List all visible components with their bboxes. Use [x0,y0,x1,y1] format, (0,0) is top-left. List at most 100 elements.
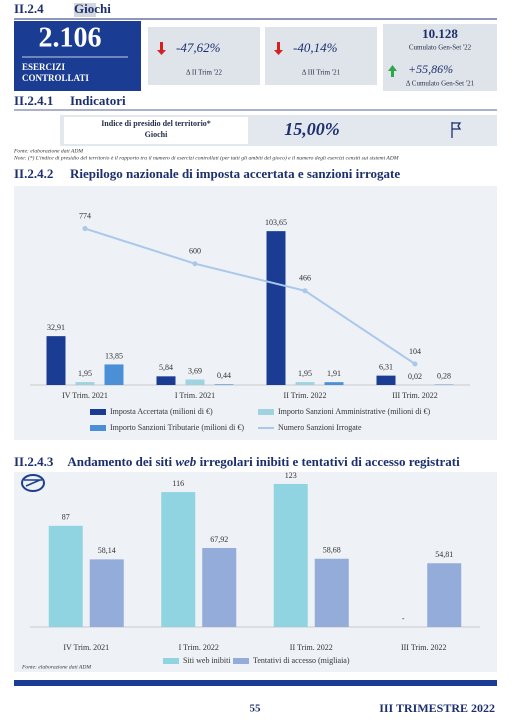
value-label: 54,81 [435,550,453,559]
kpi-box [265,27,377,85]
value-label: 58,68 [323,546,341,555]
flag-icon [451,122,462,138]
kpi-label: ESERCIZI [22,62,66,72]
value-label: 123 [285,471,297,480]
section-number: II.2.4.3 Andamento dei siti web irregolar… [14,454,460,469]
bar [376,375,396,385]
kpi-label: CONTROLLATI [22,73,89,83]
line [84,227,416,365]
value-label: 13,85 [105,351,123,360]
x-tick-label: III Trim. 2022 [392,391,438,400]
section-title: Andamento dei siti [67,454,175,469]
value-label: 0,28 [437,371,451,380]
legend-label: Importo Sanzioni Tributarie (milioni di … [110,423,244,432]
value-label: - [402,614,405,623]
bar [273,483,308,627]
bar [46,336,66,385]
bar [156,376,176,385]
legend-label: Siti web inibiti [183,656,231,665]
legend-marker [258,409,274,415]
x-tick-label: I Trim. 2022 [179,643,219,652]
value-label: 466 [299,274,311,283]
kpi-box [14,21,141,91]
delta-value: -40,14% [293,40,338,55]
indicator-label: Giochi [145,130,168,139]
down-arrow [157,42,166,55]
legend-marker [163,658,179,664]
value-label: 67,92 [210,535,228,544]
value-label: 0,02 [408,372,422,381]
value-label: 1,95 [298,369,312,378]
bar [161,492,196,627]
indicator-label-box [64,117,248,144]
line-point [82,226,88,232]
legend-label: Importo Sanzioni Amministrative (milioni… [278,407,431,416]
legend-marker [90,425,106,431]
indicator-label: Indice di presidio del territorio* [101,119,211,128]
cumulative-delta-label: Δ Cumulato Gen-Set '21 [406,80,475,88]
x-tick-label: IV Trim. 2021 [62,391,108,400]
value-label: 3,69 [188,366,202,375]
down-arrow [274,42,283,55]
bar [89,559,124,627]
value-label: 32,91 [47,323,65,332]
kpi-box [383,24,497,91]
cumulative-label: Cumulato Gen-Set '22 [409,44,472,52]
legend-marker [233,658,249,664]
source: Fonte: elaborazione dati ADM [13,148,83,154]
bar [185,379,205,385]
bar [266,231,286,385]
value-label: 774 [79,211,91,220]
page-number: 55 [250,703,262,715]
header-number: II.2.4 [14,1,44,16]
delta-label: Δ III Trim '21 [302,69,341,77]
up-arrow [388,65,397,77]
bar [324,382,344,385]
source: Fonte: elaborazione dati ADM [21,664,91,670]
delta-label: Δ II Trim '22 [186,69,222,77]
x-tick-label: II Trim. 2022 [290,643,333,652]
legend-label: Numero Sanzioni Irrogate [278,423,362,432]
footer-bar [14,680,497,686]
highlight [74,3,96,17]
bar [295,382,315,385]
section-title: Indicatori [70,93,126,108]
value-label: 6,31 [379,362,393,371]
header-title: Giochi [74,1,111,16]
bar [214,384,234,385]
line-point [302,288,308,294]
footer-period: III TRIMESTRE 2022 [379,701,495,715]
value-label: 600 [189,247,201,256]
line-point [412,361,418,367]
x-tick-label: IV Trim. 2021 [63,643,109,652]
legend-label: Imposta Accertata (milioni di €) [110,407,213,416]
bar [202,548,237,627]
value-label: 58,14 [98,546,116,555]
kpi-value: 2.106 [39,22,102,53]
value-label: 1,95 [78,369,92,378]
value-label: 104 [409,347,421,356]
value-label: 116 [172,479,184,488]
value-label: 5,84 [159,363,173,372]
bar [104,364,124,385]
bar [427,563,462,627]
section-title-emphasis: web [175,454,196,469]
section-title: irregolari inibiti e tentativi di access… [196,454,460,469]
logo [21,474,45,492]
section-number: II.2.4.2 [14,166,53,181]
bar [75,382,95,385]
value-label: 87 [62,513,70,522]
line-point [192,261,198,267]
cumulative-delta: +55,86% [408,62,453,76]
x-tick-label: II Trim. 2022 [284,391,327,400]
legend-marker [90,409,106,415]
section-title: Riepilogo nazionale di imposta accertata… [70,166,400,181]
delta-value: -47,62% [176,40,221,55]
bar [48,525,83,627]
value-label: 103,65 [265,218,287,227]
bar [314,558,349,627]
value-label: 1,91 [327,369,341,378]
value-label: 0,44 [217,371,231,380]
chart-panel [14,186,497,440]
